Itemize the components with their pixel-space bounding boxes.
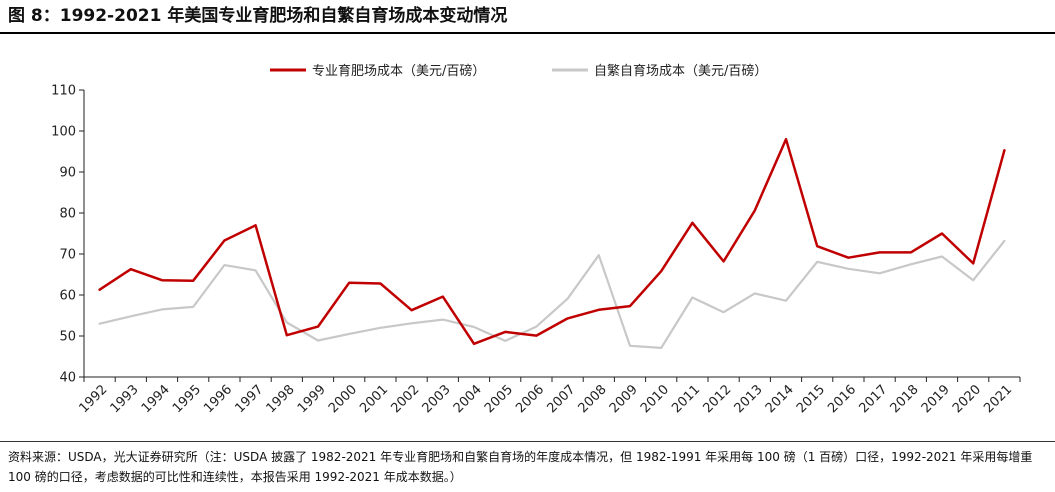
x-tick-label: 1997 bbox=[232, 382, 266, 416]
x-tick-label: 2011 bbox=[669, 382, 703, 416]
x-tick-label: 2018 bbox=[888, 382, 922, 416]
x-tick-label: 1992 bbox=[76, 382, 110, 416]
x-tick-label: 1996 bbox=[201, 382, 235, 416]
x-tick-label: 2009 bbox=[607, 382, 641, 416]
x-tick-label: 2015 bbox=[794, 382, 828, 416]
source-note: 资料来源：USDA，光大证券研究所（注：USDA 披露了 1982-2021 年… bbox=[8, 450, 1033, 484]
chart-axes: 4050607080901001101992199319941995199619… bbox=[51, 84, 1021, 416]
x-tick-label: 2004 bbox=[451, 382, 485, 416]
x-tick-label: 2006 bbox=[513, 382, 547, 416]
x-tick-label: 2020 bbox=[950, 382, 984, 416]
x-tick-label: 2002 bbox=[388, 382, 422, 416]
x-tick-label: 1998 bbox=[264, 382, 298, 416]
legend-label-2: 自繁自育场成本（美元/百磅） bbox=[594, 63, 767, 79]
series-line-1 bbox=[98, 137, 1006, 346]
series-line-2 bbox=[98, 239, 1006, 349]
x-tick-label: 2008 bbox=[576, 382, 610, 416]
x-tick-label: 1999 bbox=[295, 382, 329, 416]
x-tick-label: 1995 bbox=[170, 382, 204, 416]
y-tick-label: 110 bbox=[51, 84, 76, 99]
y-tick-label: 100 bbox=[51, 125, 76, 140]
x-tick-label: 2000 bbox=[326, 382, 360, 416]
figure-title: 图 8：1992-2021 年美国专业育肥场和自繁自育场成本变动情况 bbox=[8, 6, 508, 26]
line-chart: 专业育肥场成本（美元/百磅） 自繁自育场成本（美元/百磅） 40 50 60 70 80 9… bbox=[51, 63, 1021, 416]
chart-legend: 专业育肥场成本（美元/百磅） 自繁自育场成本（美元/百磅） bbox=[270, 63, 767, 79]
x-tick-label: 2013 bbox=[732, 382, 766, 416]
x-tick-label: 2003 bbox=[420, 382, 454, 416]
x-tick-label: 1993 bbox=[108, 382, 142, 416]
x-tick-label: 2014 bbox=[763, 382, 797, 416]
x-tick-label: 2019 bbox=[919, 382, 953, 416]
y-tick-label: 60 bbox=[59, 289, 76, 304]
x-tick-label: 2001 bbox=[357, 382, 391, 416]
chart-series bbox=[98, 137, 1006, 349]
x-tick-label: 2007 bbox=[544, 382, 578, 416]
x-tick-label: 2016 bbox=[825, 382, 859, 416]
x-tick-label: 2021 bbox=[981, 382, 1015, 416]
title-divider bbox=[0, 32, 1055, 34]
x-tick-label: 2010 bbox=[638, 382, 672, 416]
y-tick-label: 90 bbox=[59, 166, 76, 181]
y-tick-label: 50 bbox=[59, 330, 76, 345]
legend-label-1: 专业育肥场成本（美元/百磅） bbox=[312, 63, 485, 79]
note-divider bbox=[0, 441, 1055, 442]
x-tick-label: 1994 bbox=[139, 382, 173, 416]
y-tick-label: 40 bbox=[59, 371, 76, 386]
y-tick-label: 80 bbox=[59, 207, 76, 222]
x-tick-label: 2017 bbox=[856, 382, 890, 416]
x-tick-label: 2005 bbox=[482, 382, 516, 416]
x-tick-label: 2012 bbox=[700, 382, 734, 416]
y-tick-label: 70 bbox=[59, 248, 76, 263]
